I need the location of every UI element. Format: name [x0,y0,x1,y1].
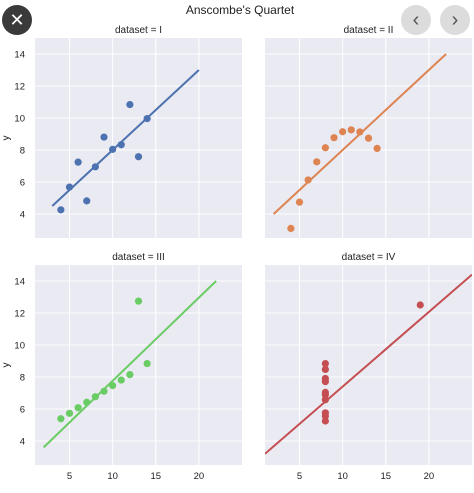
data-point [57,415,65,423]
y-tick-label: 6 [20,178,25,189]
data-point [100,387,108,395]
data-point [91,393,99,401]
panel-subtitle: dataset = III [112,252,165,263]
panel-subtitle: dataset = IV [342,252,396,263]
y-tick-label: 6 [20,405,25,416]
data-point [109,145,117,153]
y-tick-label: 10 [14,341,25,352]
data-point [74,158,82,166]
data-point [83,398,91,406]
y-tick-label: 4 [20,210,25,221]
data-point [373,144,381,152]
y-tick-label: 8 [20,146,25,157]
regression-line [42,280,217,449]
y-axis-label: y [1,136,12,141]
y-tick-label: 14 [14,50,25,61]
data-point [321,144,329,152]
data-point [134,153,143,161]
data-point [65,183,74,191]
y-tick-label: 12 [14,82,25,93]
panel-3: dataset = III 4 6 8 10 12 14 y 5 10 15 20 [1,252,242,482]
data-point [143,359,151,368]
close-icon[interactable]: ✕ [2,5,32,35]
data-point [356,128,364,136]
plot-area [35,38,242,238]
data-point [321,417,329,425]
plot-area [35,265,242,465]
data-point [117,141,125,149]
data-point [117,376,125,384]
data-point [91,163,99,171]
x-tick-label: 10 [107,471,118,482]
x-tick-label: 5 [67,471,72,482]
data-point [304,176,312,184]
regression-line [265,273,472,455]
y-axis-label: y [1,363,12,368]
data-point [74,404,82,412]
data-point [330,134,338,142]
data-point [100,133,108,141]
panel-subtitle: dataset = I [115,25,162,36]
data-point [321,391,329,399]
data-point [57,206,65,214]
data-point [126,371,134,379]
x-tick-label: 20 [424,471,435,482]
panel-2: dataset = II [265,25,472,238]
x-tick-label: 10 [337,471,348,482]
x-tick-label: 20 [194,471,205,482]
chart-title: Anscombe's Quartet [186,3,295,17]
x-tick-label: 15 [380,471,391,482]
data-point [347,126,355,134]
panel-4: dataset = IV 5 10 15 20 [265,252,472,482]
data-point [339,128,347,136]
panel-1: dataset = I 4 6 8 10 12 14 y [1,25,242,238]
data-point [295,198,304,206]
x-tick-label: 15 [150,471,161,482]
data-point [321,412,329,420]
data-point [364,134,373,142]
data-point [321,365,329,374]
data-point [126,100,134,109]
y-tick-label: 14 [14,277,25,288]
y-tick-label: 12 [14,309,25,320]
data-point [321,374,329,383]
chevron-left-icon[interactable]: ‹ [401,5,431,35]
data-point [321,396,329,404]
y-tick-label: 4 [20,437,25,448]
data-point [287,224,295,232]
data-point [416,301,424,309]
data-point [83,197,91,205]
data-point [321,359,329,368]
data-point [313,158,321,166]
panel-subtitle: dataset = II [344,25,394,36]
y-tick-label: 10 [14,114,25,125]
regression-line [51,69,200,207]
x-tick-label: 5 [297,471,302,482]
data-point [65,409,74,417]
y-tick-label: 8 [20,373,25,384]
chevron-right-icon[interactable]: › [440,5,470,35]
data-point [134,297,143,305]
data-point [143,115,151,123]
data-point [109,382,117,390]
